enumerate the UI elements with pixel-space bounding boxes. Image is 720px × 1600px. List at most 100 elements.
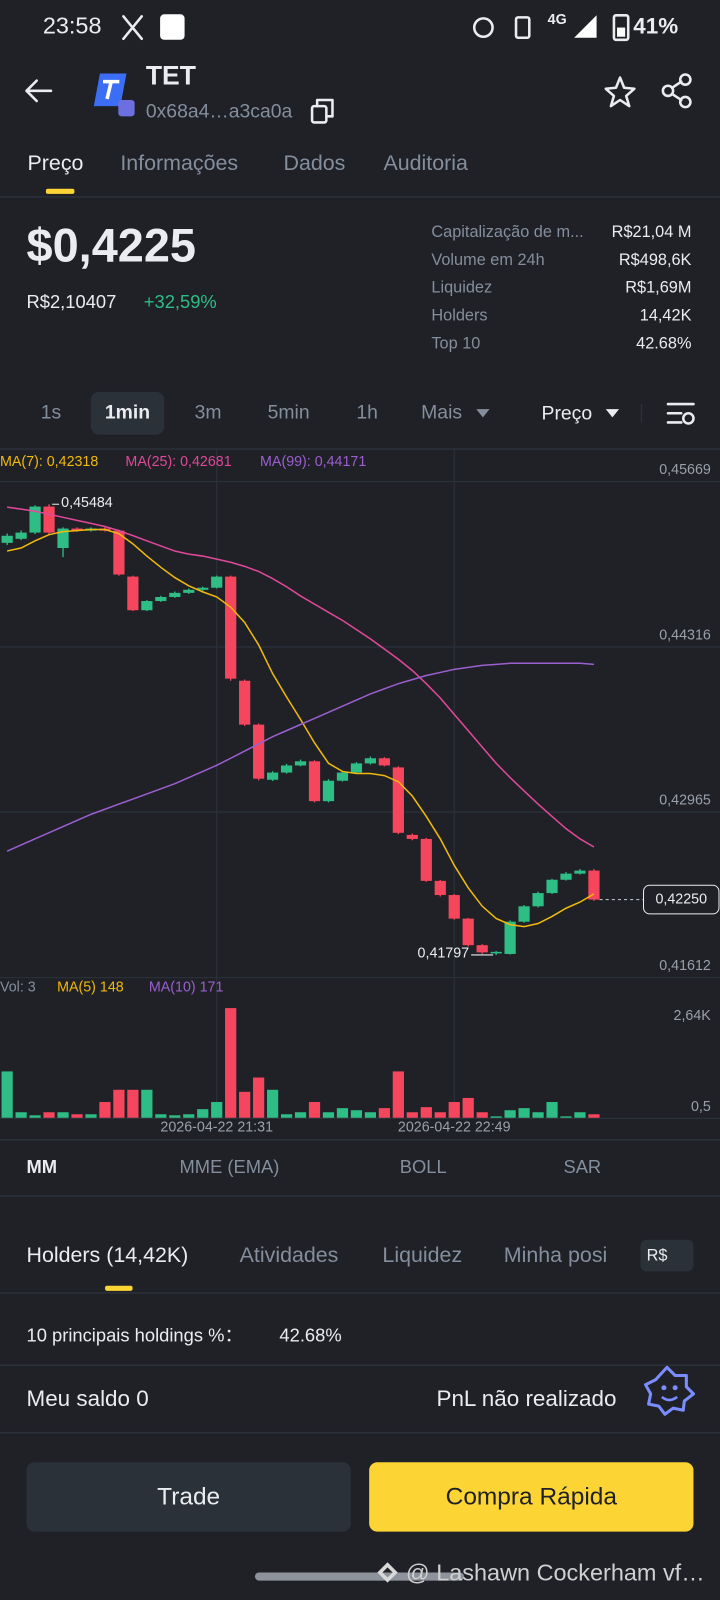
share-link[interactable] xyxy=(670,80,683,102)
trade-button-label[interactable]: Trade xyxy=(157,1483,220,1510)
favorite-button[interactable] xyxy=(604,76,636,108)
candle-body xyxy=(294,761,307,766)
candle-body xyxy=(588,870,600,900)
tab[interactable]: Dados xyxy=(284,151,346,175)
copy-icon[interactable] xyxy=(310,104,328,124)
quick-buy-button[interactable] xyxy=(369,1462,694,1532)
chart-mode[interactable]: Preço xyxy=(542,402,593,424)
candle-body xyxy=(266,772,279,780)
volume-bar xyxy=(211,1102,223,1119)
indicator-selected[interactable]: MM xyxy=(27,1156,58,1177)
holder-tab-active[interactable]: Holders (14,42K) xyxy=(27,1243,189,1267)
top10-label: 10 principais holdings %： xyxy=(27,1325,243,1346)
dropdown-arrow[interactable] xyxy=(605,409,620,418)
settings-lines[interactable] xyxy=(666,402,695,424)
candle-body xyxy=(532,893,544,907)
stat-label: Liquidez xyxy=(431,279,492,297)
volume-bar xyxy=(183,1114,195,1119)
quick-buy-button-label[interactable]: Compra Rápida xyxy=(446,1483,618,1510)
ma-line xyxy=(7,506,595,848)
volume-bar xyxy=(588,1114,600,1119)
assistant-eye[interactable] xyxy=(672,1385,678,1391)
interval-more[interactable]: Mais xyxy=(421,401,462,423)
tab[interactable]: Informações xyxy=(120,151,238,175)
chart-settings-button[interactable] xyxy=(666,402,695,425)
holder-tab[interactable]: Minha posi xyxy=(504,1243,608,1267)
balance: Meu saldo 0 xyxy=(27,1386,149,1411)
interval[interactable]: 3m xyxy=(195,401,222,423)
price-chart: 0,45669 0,44316 0,42965 0,41612 2026-04-22 2… xyxy=(0,448,720,1135)
y-tick-label: 0,45669 xyxy=(659,462,711,478)
share-node[interactable] xyxy=(678,95,692,109)
candle-body xyxy=(113,530,125,575)
y-tick-label: 2,64K xyxy=(674,1008,712,1024)
watermark-logo xyxy=(377,1562,398,1583)
holder-tab[interactable]: Liquidez xyxy=(382,1243,462,1267)
volume-bar xyxy=(532,1112,544,1119)
volume-legend: MA(5) 148 xyxy=(57,980,124,996)
currency-toggle[interactable] xyxy=(640,1239,694,1272)
trade-button[interactable] xyxy=(26,1462,351,1532)
assistant-icon[interactable] xyxy=(644,1365,696,1416)
share-node[interactable] xyxy=(661,84,675,98)
assistant-eye[interactable] xyxy=(661,1385,667,1391)
interval[interactable]: 1s xyxy=(41,401,61,423)
y-tick-label: 0,41612 xyxy=(659,958,711,974)
tab[interactable]: Auditoria xyxy=(383,151,468,175)
candle-body xyxy=(322,780,335,802)
candle-body xyxy=(1,535,13,543)
low-label: 0,41797 xyxy=(418,946,470,962)
candle-body xyxy=(308,761,321,802)
watermark: @ Lashawn Cockerham vf… xyxy=(406,1560,705,1586)
volume-bar xyxy=(280,1114,293,1119)
token-address: 0x68a4…a3ca0a xyxy=(146,100,293,122)
indicator[interactable]: SAR xyxy=(563,1156,601,1177)
volume-bar xyxy=(504,1110,516,1119)
candle-body xyxy=(350,763,363,773)
volume-bar xyxy=(490,1116,502,1119)
tab-indicator xyxy=(105,1285,133,1291)
holder-tab[interactable]: Atividades xyxy=(240,1243,339,1267)
candle-body xyxy=(15,532,27,539)
stats: Capitalização de m... R$21,04 M Volume em … xyxy=(431,223,691,352)
holder-tabs: Holders (14,42K) Atividades Liquidez Min… xyxy=(27,1243,608,1267)
share-button[interactable] xyxy=(661,73,692,109)
vibrate-icon xyxy=(514,16,531,40)
currency-label[interactable]: R$ xyxy=(647,1246,668,1264)
interval-selected-bg xyxy=(90,391,165,435)
x-icon xyxy=(122,15,144,41)
legend-item: MA(99): 0,44171 xyxy=(260,454,366,470)
candle-body xyxy=(253,724,265,779)
volume-bar xyxy=(113,1089,125,1119)
pnl-label: PnL não realizado xyxy=(436,1386,616,1411)
volume-bar xyxy=(155,1114,167,1119)
tab-active[interactable]: Preço xyxy=(28,151,84,175)
share-node[interactable] xyxy=(678,73,692,86)
volume-bar xyxy=(239,1091,251,1119)
dropdown-arrow[interactable] xyxy=(476,409,490,418)
legend-item: MA(25): 0,42681 xyxy=(125,454,231,470)
volume-bar xyxy=(225,1008,237,1119)
interval-selected[interactable]: 1min xyxy=(105,401,150,423)
stat-value: 42.68% xyxy=(636,334,691,352)
volume-legend: Vol: 3 xyxy=(0,980,36,996)
top10-value: 42.68% xyxy=(279,1325,341,1346)
copy-icon-back[interactable] xyxy=(315,98,334,118)
candle-body xyxy=(155,597,167,602)
interval[interactable]: 5min xyxy=(268,401,310,423)
y-tick-label: 0,5 xyxy=(691,1099,711,1115)
y-tick-label: 0,42965 xyxy=(659,793,711,809)
volume-bar xyxy=(266,1089,279,1119)
back-button[interactable] xyxy=(25,79,53,103)
candle-body xyxy=(141,601,153,611)
indicator[interactable]: MME (EMA) xyxy=(179,1156,279,1177)
candle-body xyxy=(183,589,195,593)
assistant-mouth[interactable] xyxy=(661,1395,678,1402)
settings-gear[interactable] xyxy=(682,411,695,425)
copy-button[interactable] xyxy=(310,98,334,124)
interval[interactable]: 1h xyxy=(356,401,378,423)
assistant-button[interactable] xyxy=(644,1365,696,1416)
indicator[interactable]: BOLL xyxy=(400,1156,447,1177)
volume-bar xyxy=(546,1102,558,1119)
last-price-label: 0,42250 xyxy=(655,891,707,907)
